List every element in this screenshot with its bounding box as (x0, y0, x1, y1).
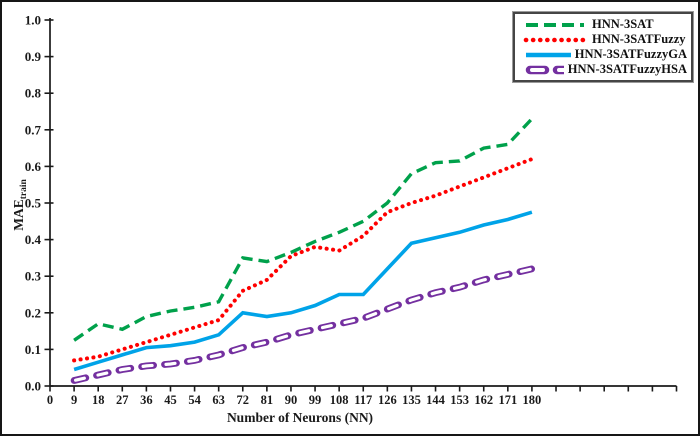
x-tick-label: 126 (378, 393, 397, 407)
legend-marker-solid-line-icon (526, 52, 571, 57)
legend-label: HNN-3SATFuzzyHSA (567, 62, 687, 77)
y-tick-label: 0.0 (25, 379, 41, 394)
series-line-hnn-3satfuzzyga (73, 210, 533, 372)
legend-marker-dashed-line-icon (526, 22, 584, 27)
y-tick-label: 0.9 (25, 49, 42, 64)
legend-item-hnn-3sat: HNN-3SAT (522, 17, 687, 32)
x-tick-label: 81 (261, 393, 274, 407)
x-tick-label: 45 (164, 393, 177, 407)
y-tick-label: 0.3 (25, 269, 42, 284)
x-axis-title: Number of Neurons (NN) (227, 410, 373, 425)
legend-item-hnn-3satfuzzyga: HNN-3SATFuzzyGA (522, 47, 687, 62)
y-tick-label: 0.6 (25, 159, 42, 174)
legend-item-hnn-3satfuzzy: HNN-3SATFuzzy (522, 32, 687, 47)
y-tick-label: 0.2 (25, 305, 41, 320)
series-line-hnn-3sat (73, 117, 534, 342)
x-tick-label: 27 (116, 393, 129, 407)
y-tick-label: 0.5 (25, 196, 42, 211)
x-tick-label: 162 (474, 393, 493, 407)
legend-label: HNN-3SAT (592, 17, 654, 32)
x-tick-label: 171 (498, 393, 517, 407)
legend: HNN-3SAT HNN-3SATFuzzy HNN-3SATFuzzyGA H… (512, 11, 694, 83)
chart-plot-area: 0.0 0.1 0.2 0.3 0.4 0.5 0.6 0.7 0.8 0.9 1.0 0 9 18 27 3… (25, 13, 678, 407)
x-tick-label: 108 (330, 393, 349, 407)
x-tick-label: 18 (92, 393, 105, 407)
x-tick-label: 153 (450, 393, 469, 407)
x-tick-label: 117 (354, 393, 372, 407)
series-line-hnn-3satfuzzy (72, 157, 534, 363)
x-tick-label: 36 (140, 393, 153, 407)
legend-marker-hollow-dash-line-icon (525, 65, 564, 74)
legend-label: HNN-3SATFuzzy (592, 32, 686, 47)
x-tick-label: 54 (188, 393, 201, 407)
x-tick-label: 63 (212, 393, 225, 407)
x-tick-label: 90 (285, 393, 298, 407)
x-tick-label: 144 (426, 393, 446, 407)
x-tick-label: 9 (71, 393, 77, 407)
legend-label: HNN-3SATFuzzyGA (574, 47, 687, 62)
y-tick-label: 0.7 (25, 122, 42, 137)
y-tick-label: 0.4 (25, 232, 42, 247)
y-tick-label: 0.1 (25, 342, 41, 357)
series-line-hnn-3satfuzzyhsa (72, 267, 534, 383)
x-tick-label: 135 (402, 393, 421, 407)
y-tick-label: 0.8 (25, 86, 42, 101)
legend-item-hnn-3satfuzzyhsa: HNN-3SATFuzzyHSA (522, 62, 687, 77)
x-tick-label: 0 (47, 393, 53, 407)
x-tick-label: 180 (523, 393, 542, 407)
x-tick-label: 99 (309, 393, 322, 407)
legend-marker-dotted-line-icon (523, 37, 587, 42)
x-tick-label: 72 (237, 393, 250, 407)
y-tick-label: 1.0 (25, 13, 41, 28)
